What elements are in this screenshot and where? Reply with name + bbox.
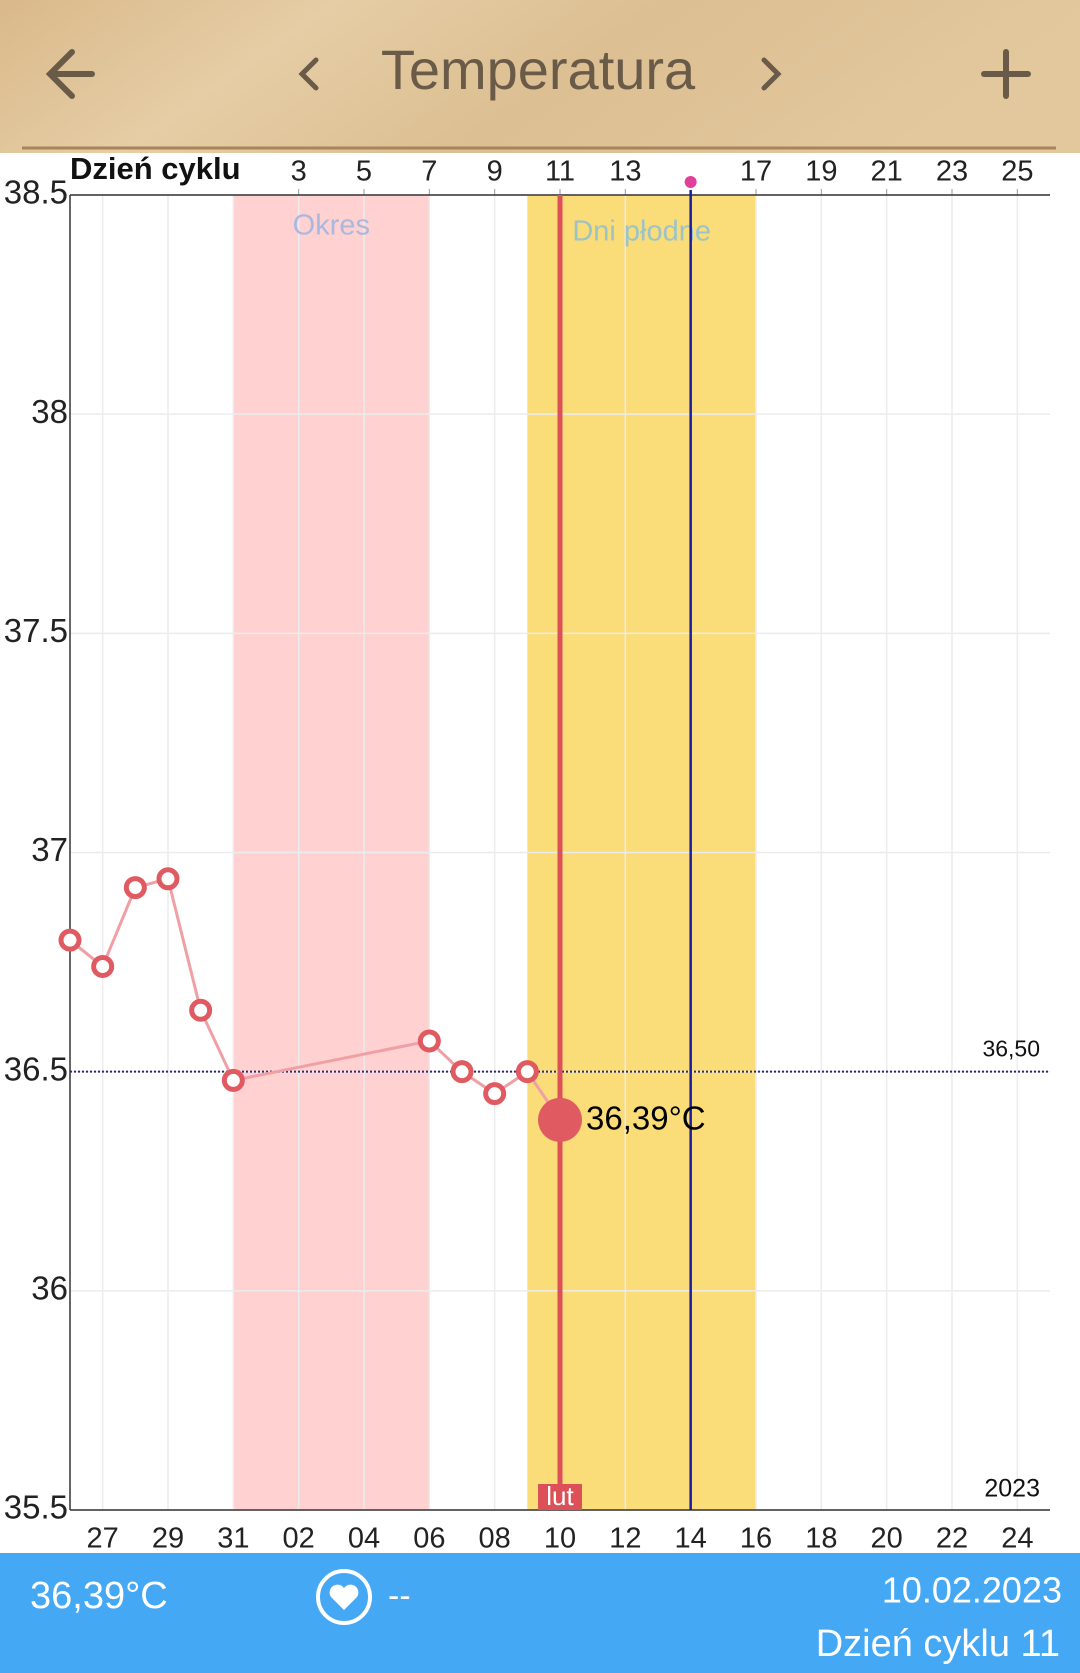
top-tick-label: 11 xyxy=(545,156,575,188)
band-label: Okres xyxy=(293,210,370,242)
band-label: Dni płodne xyxy=(572,216,711,248)
y-tick-label: 35.5 xyxy=(4,1489,68,1526)
point xyxy=(450,1060,474,1084)
y-tick-label: 37.5 xyxy=(4,612,68,649)
top-tick-label: 17 xyxy=(740,156,772,188)
top-tick-label: 7 xyxy=(421,156,437,188)
reference-label: 36,50 xyxy=(982,1036,1040,1062)
y-tick-label: 36 xyxy=(31,1270,68,1307)
point xyxy=(58,928,82,952)
top-tick-label: 3 xyxy=(291,156,307,188)
y-tick-label: 37 xyxy=(31,831,68,868)
point xyxy=(91,954,115,978)
top-tick-label: 23 xyxy=(936,156,968,188)
x-tick-label: 04 xyxy=(348,1523,380,1555)
add-button[interactable] xyxy=(981,49,1031,99)
y-tick-label: 36.5 xyxy=(4,1050,68,1087)
point xyxy=(221,1068,245,1092)
point xyxy=(189,998,213,1022)
today-label: lut xyxy=(546,1481,574,1511)
top-tick-label: 5 xyxy=(356,156,372,188)
current-temperature: 36,39°C xyxy=(30,1575,168,1617)
point xyxy=(483,1082,507,1106)
top-tick-label: 9 xyxy=(487,156,503,188)
x-tick-label: 18 xyxy=(805,1523,837,1555)
x-tick-label: 14 xyxy=(675,1523,707,1555)
top-tick-label: 21 xyxy=(871,156,903,188)
back-button[interactable] xyxy=(45,49,95,99)
point xyxy=(156,867,180,891)
x-tick-label: 08 xyxy=(479,1523,511,1555)
pulse-value: -- xyxy=(388,1577,411,1615)
x-tick-label: 31 xyxy=(217,1523,249,1555)
previous-button[interactable] xyxy=(298,57,319,91)
ovulation-marker xyxy=(682,174,699,190)
x-tick-label: 12 xyxy=(609,1523,641,1555)
x-tick-label: 20 xyxy=(871,1523,903,1555)
x-tick-label: 02 xyxy=(283,1523,315,1555)
top-tick-label: 13 xyxy=(609,156,641,188)
y-tick-label: 38.5 xyxy=(4,174,68,211)
point-label: 36,39°C xyxy=(586,1100,706,1137)
today-label-bg xyxy=(538,1484,582,1510)
status-bar: 36,39°C -- 10.02.2023 Dzień cyklu 11 xyxy=(0,1553,1080,1673)
x-tick-label: 27 xyxy=(87,1523,119,1555)
next-button[interactable] xyxy=(761,57,782,91)
x-axis-title: Dzień cyklu xyxy=(70,151,241,186)
x-tick-label: 29 xyxy=(152,1523,184,1555)
pulse-icon[interactable] xyxy=(316,1569,372,1625)
date: 10.02.2023 xyxy=(882,1570,1062,1611)
current-point xyxy=(538,1097,582,1142)
x-tick-label: 24 xyxy=(1001,1523,1033,1555)
top-tick-label: 19 xyxy=(805,156,837,188)
status-background xyxy=(0,1553,1080,1673)
point xyxy=(515,1060,539,1084)
year-label: 2023 xyxy=(984,1475,1040,1503)
point xyxy=(417,1029,441,1053)
header-background xyxy=(0,0,1080,153)
heart-shape xyxy=(329,1584,359,1610)
x-tick-label: 22 xyxy=(936,1523,968,1555)
screen-title: Temperatura xyxy=(381,38,696,101)
point xyxy=(123,876,147,900)
top-tick-label: 25 xyxy=(1001,156,1033,188)
x-tick-label: 06 xyxy=(413,1523,445,1555)
cycle-day: Dzień cyklu 11 xyxy=(816,1623,1060,1665)
x-tick-label: 10 xyxy=(544,1523,576,1555)
x-tick-label: 16 xyxy=(740,1523,772,1555)
y-tick-label: 38 xyxy=(31,393,68,430)
header: Temperatura xyxy=(0,0,1080,153)
